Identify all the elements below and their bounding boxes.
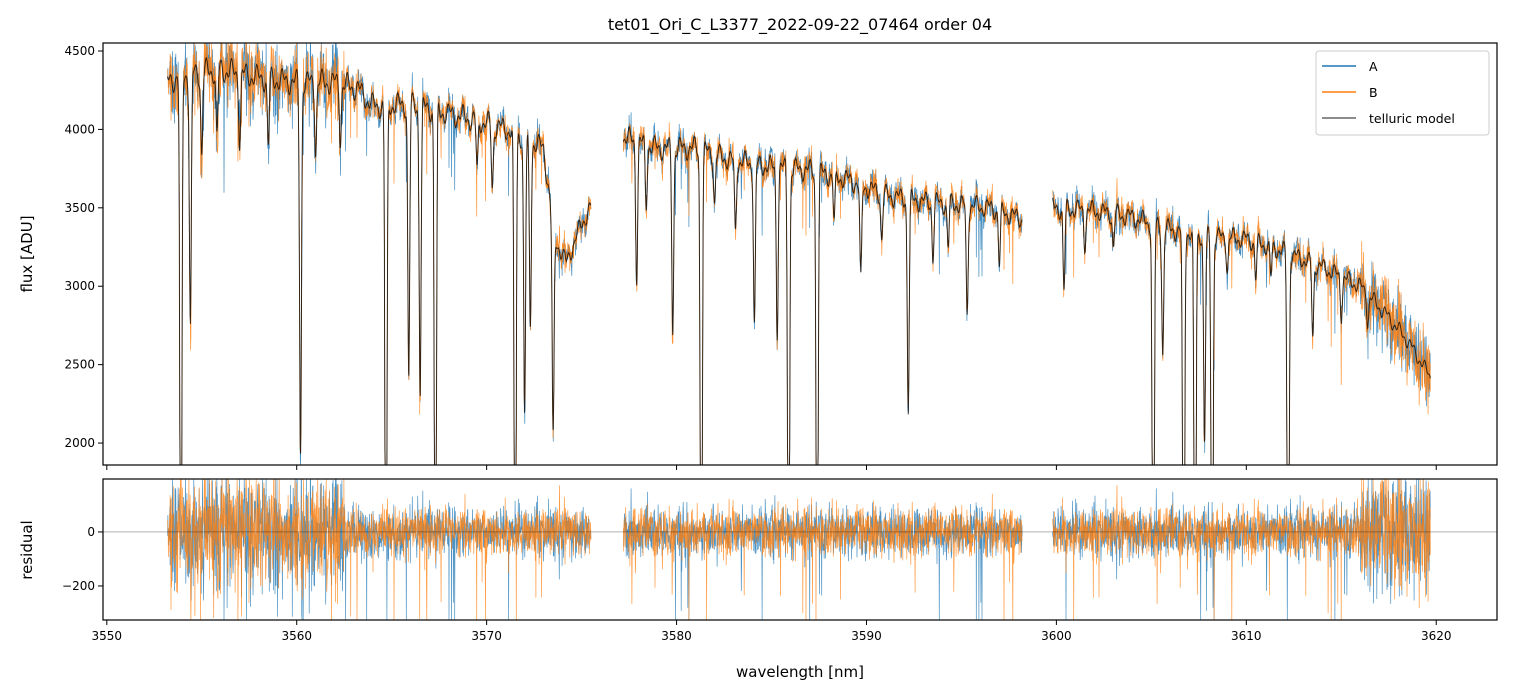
telluric-model-line-seg1 [622, 126, 1023, 465]
y-axis-label-flux: flux [ADU] [18, 215, 36, 292]
y-tick-label: 3500 [64, 201, 95, 215]
x-tick-label: 3560 [281, 629, 312, 643]
x-tick-label: 3580 [661, 629, 692, 643]
telluric-model-line-seg2 [1052, 197, 1431, 465]
x-tick-label: 3570 [471, 629, 502, 643]
y-tick-label: 3000 [64, 279, 95, 293]
telluric-model-line-seg0 [167, 57, 592, 465]
y-axis-label-residual: residual [18, 520, 36, 579]
y-tick-label: 2500 [64, 358, 95, 372]
x-tick-label: 3600 [1041, 629, 1072, 643]
residual-b-line-seg2 [1052, 479, 1431, 620]
x-tick-label: 3550 [92, 629, 123, 643]
residual-a-line-seg1 [623, 488, 1023, 620]
top-axes-frame [102, 42, 1498, 466]
top-plot-area [167, 43, 1431, 465]
chart-title: tet01_Ori_C_L3377_2022-09-22_07464 order… [608, 15, 992, 35]
y-tick-label: 4000 [64, 122, 95, 136]
residual-b-line-seg1 [623, 493, 1023, 620]
x-axis-label: wavelength [nm] [736, 663, 864, 681]
legend-label-telluric-model: telluric model [1369, 111, 1455, 126]
legend: A B telluric model [1315, 50, 1490, 136]
residual-y-tick-label: −200 [62, 579, 95, 593]
y-tick-label: 2000 [64, 436, 95, 450]
residual-b-line-seg0 [167, 479, 592, 620]
residual-plot-area [103, 479, 1497, 620]
series-b-line-seg0 [167, 43, 592, 465]
residual-y-tick-label: 0 [87, 525, 95, 539]
x-tick-label: 3620 [1421, 629, 1452, 643]
x-tick-label: 3590 [851, 629, 882, 643]
legend-label-a: A [1369, 59, 1378, 74]
residual-axes-frame [102, 478, 1498, 621]
series-b-line-seg1 [623, 122, 1023, 465]
y-tick-label: 4500 [64, 44, 95, 58]
x-tick-label: 3610 [1231, 629, 1262, 643]
series-a-line-seg0 [167, 43, 592, 465]
legend-label-b: B [1369, 85, 1378, 100]
